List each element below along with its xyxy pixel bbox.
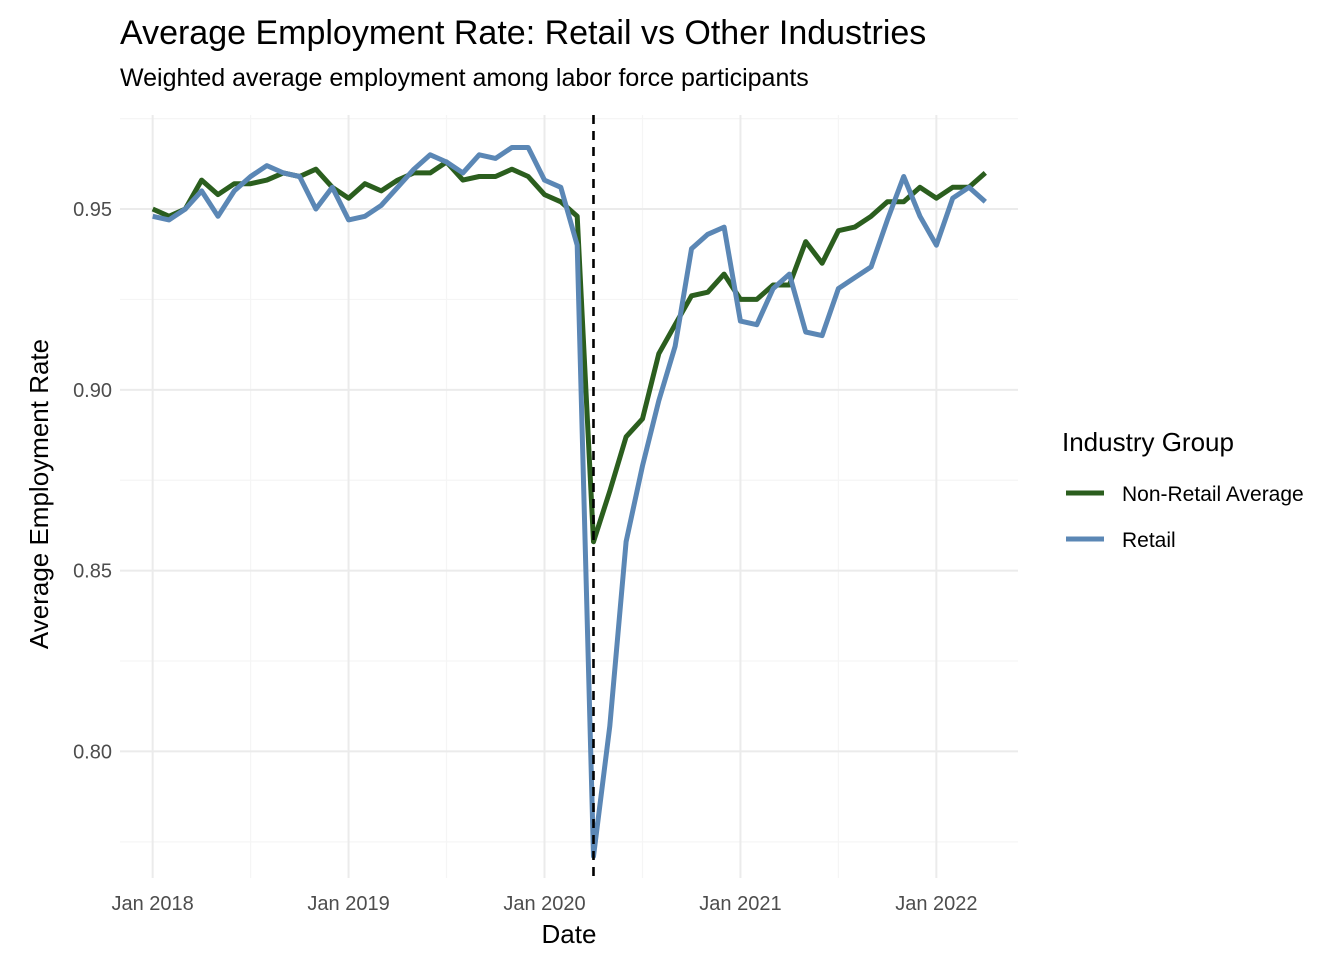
- y-tick-label: 0.90: [73, 380, 112, 402]
- y-tick-label: 0.80: [73, 741, 112, 763]
- y-tick-label: 0.95: [73, 199, 112, 221]
- legend-items: Non-Retail Average Retail: [1066, 483, 1304, 552]
- x-tick-labels: Jan 2018 Jan 2019 Jan 2020 Jan 2021 Jan 2022: [112, 893, 978, 915]
- x-tick-label: Jan 2022: [895, 893, 977, 915]
- series-line-retail: [152, 145, 987, 859]
- series-group: [151, 145, 987, 859]
- x-axis-title: Date: [542, 919, 597, 949]
- legend-title: Industry Group: [1062, 427, 1234, 457]
- y-tick-labels: 0.80 0.85 0.90 0.95: [73, 199, 112, 763]
- x-tick-label: Jan 2019: [307, 893, 389, 915]
- x-tick-label: Jan 2018: [112, 893, 194, 915]
- legend-label: Non-Retail Average: [1122, 483, 1304, 506]
- chart-subtitle: Weighted average employment among labor …: [120, 64, 809, 92]
- x-tick-label: Jan 2020: [503, 893, 585, 915]
- legend: Industry Group Non-Retail Average Retail: [1062, 427, 1304, 552]
- legend-label: Retail: [1122, 529, 1176, 552]
- y-axis-title: Average Employment Rate: [24, 339, 54, 649]
- x-tick-label: Jan 2021: [699, 893, 781, 915]
- y-tick-label: 0.85: [73, 561, 112, 583]
- chart-title: Average Employment Rate: Retail vs Other…: [120, 14, 926, 52]
